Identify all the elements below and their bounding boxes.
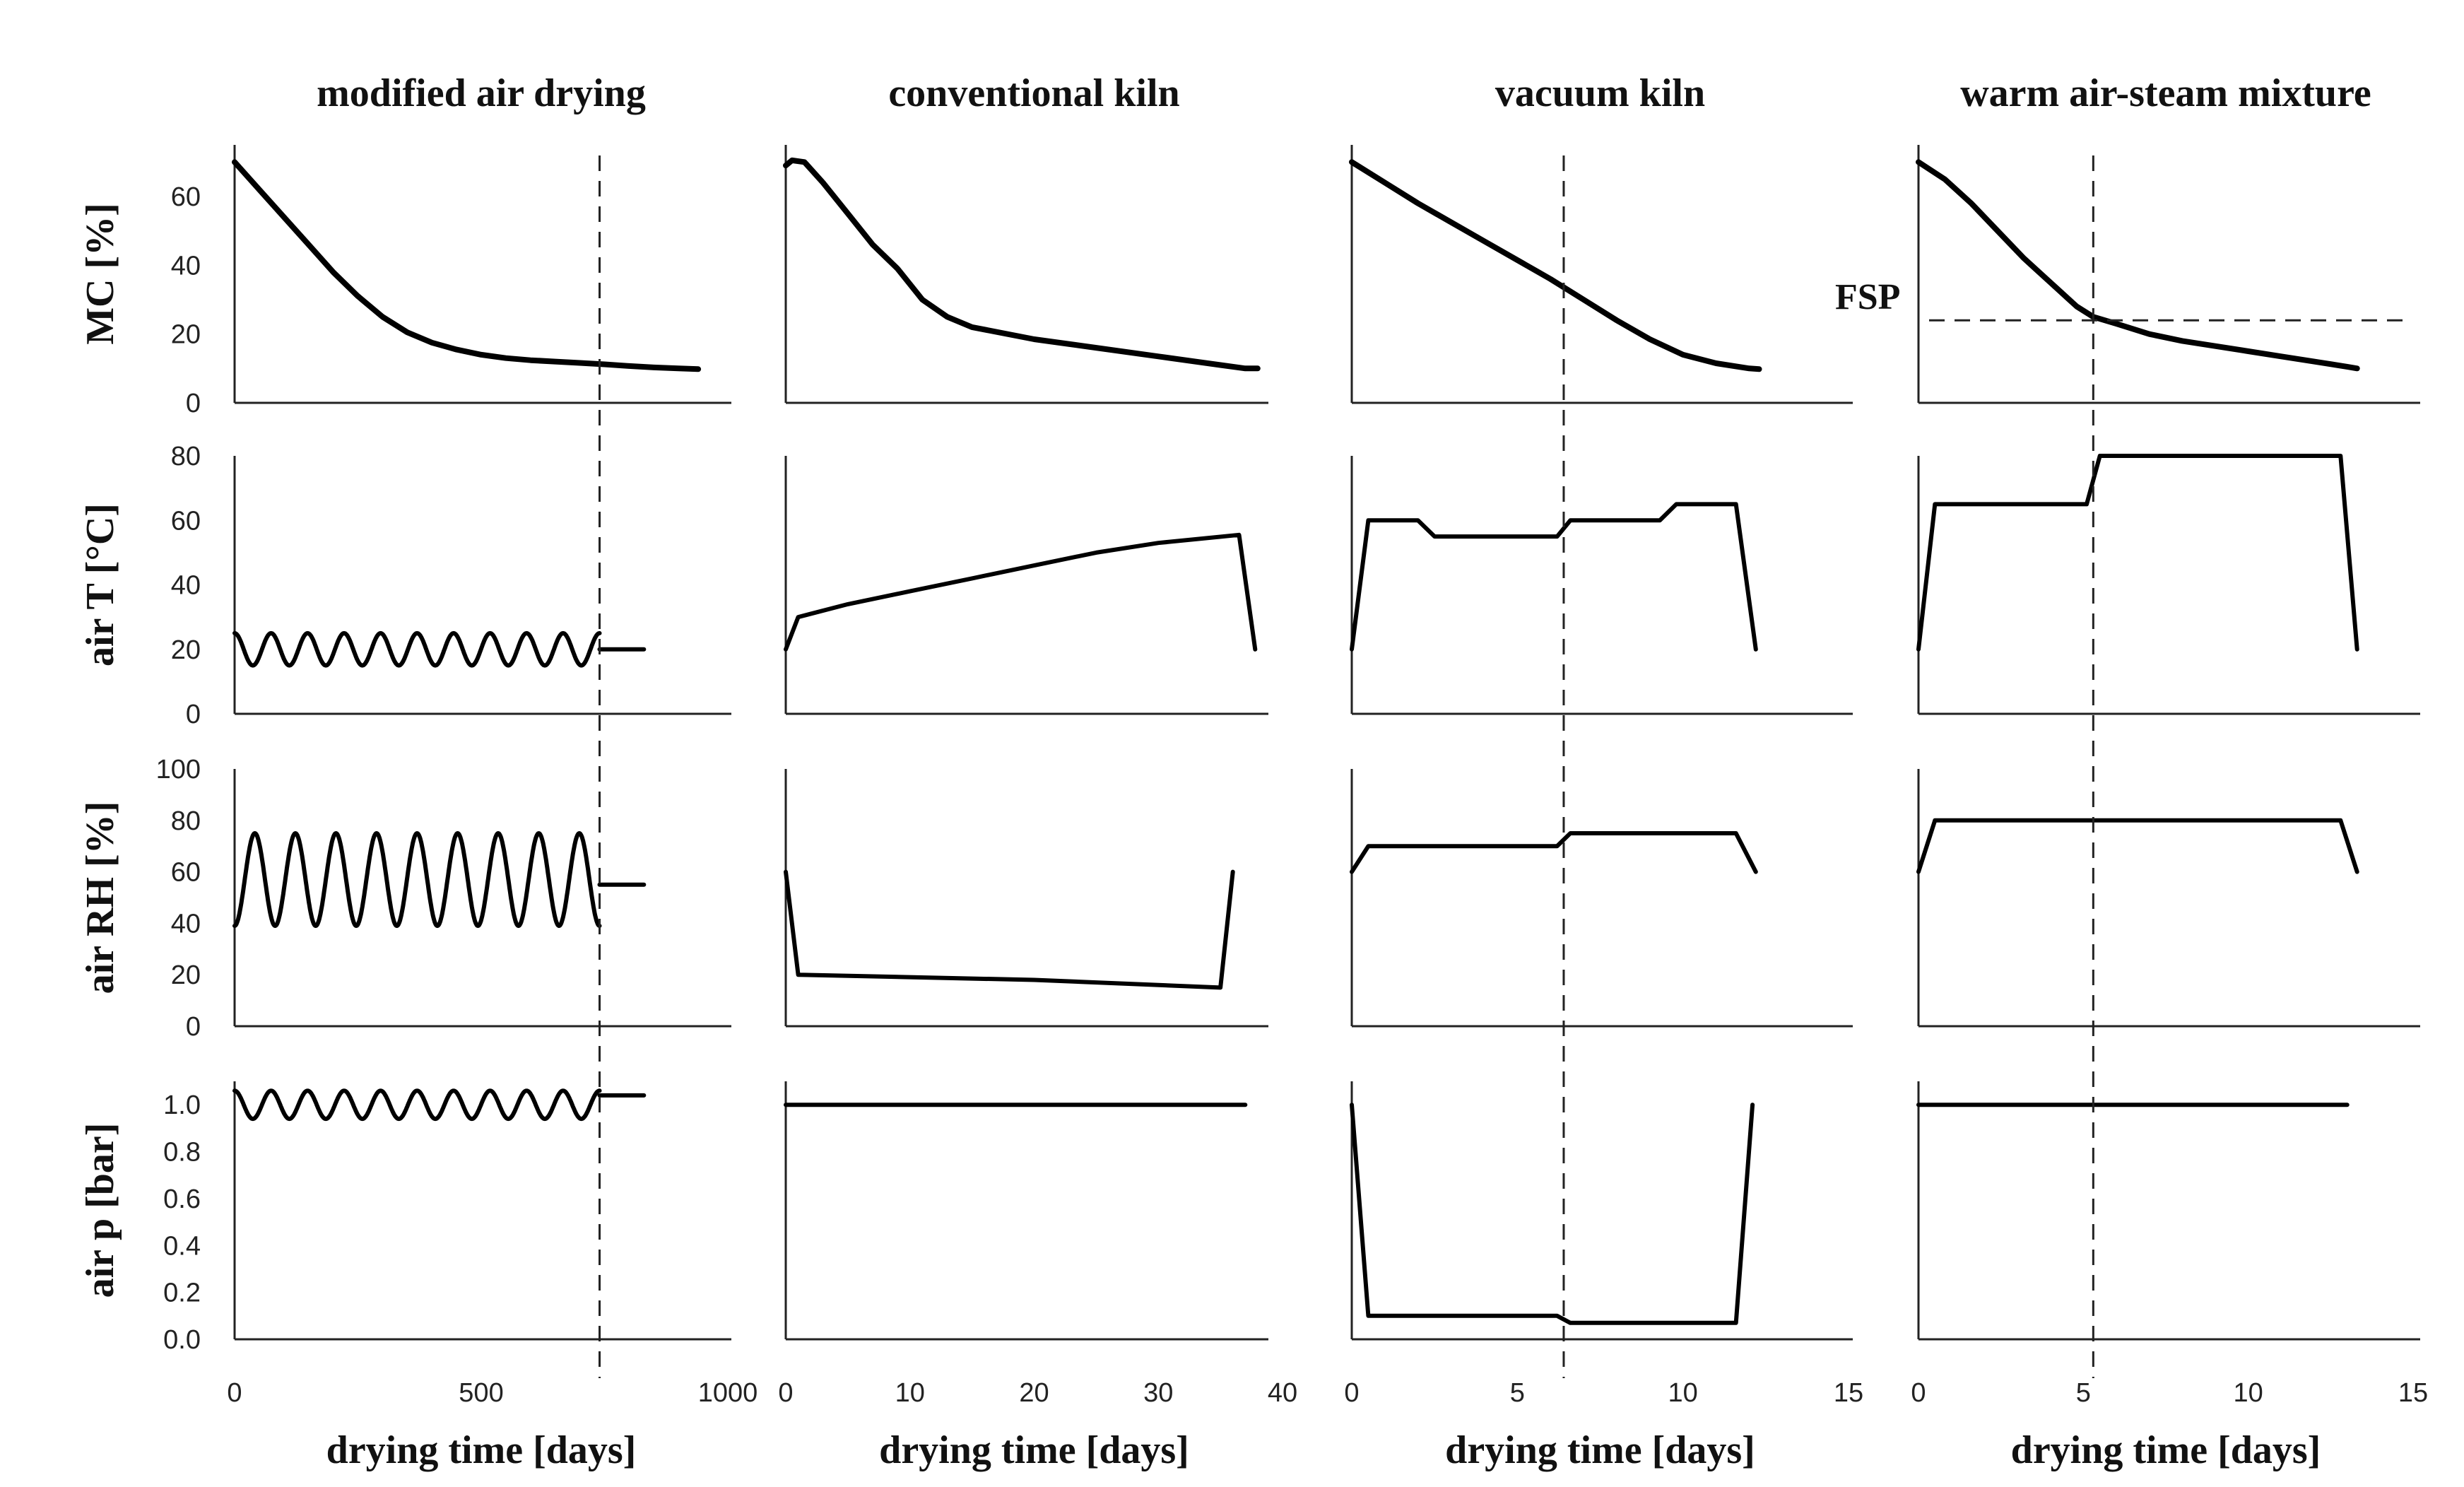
panel-p-2 <box>1350 1081 1853 1341</box>
series-line-rh <box>232 831 602 928</box>
series-line-rh <box>784 869 1235 990</box>
series-line-temp <box>1916 454 2359 652</box>
y-tick-label: 0 <box>186 1012 201 1042</box>
panel-temp-2 <box>1350 456 1853 715</box>
fsp-label: FSP <box>1835 277 1900 317</box>
x-tick-label: 0 <box>778 1378 793 1408</box>
y-tick-label: 20 <box>171 635 201 665</box>
x-tick-label: 500 <box>459 1378 503 1408</box>
x-tick-label: 0 <box>1911 1378 1926 1408</box>
panel-mc-3: FSP <box>1835 145 2420 404</box>
y-tick-label: 0 <box>186 389 201 418</box>
x-tick-label: 15 <box>1834 1378 1863 1408</box>
x-tick-label: 5 <box>1510 1378 1525 1408</box>
panel-rh-1 <box>784 769 1268 1028</box>
y-tick-label: 60 <box>171 182 201 212</box>
y-tick-label: 40 <box>171 909 201 939</box>
series-line-p <box>232 1088 602 1122</box>
x-tick-label: 5 <box>2076 1378 2091 1408</box>
x-tick-label: 15 <box>2398 1378 2428 1408</box>
panel-mc-0: 0 20 40 60 <box>171 145 731 418</box>
column-title: conventional kiln <box>888 71 1179 115</box>
row-ylabel: air RH [%] <box>78 801 122 994</box>
x-tick-label: 10 <box>895 1378 925 1408</box>
x-tick-label: 30 <box>1143 1378 1173 1408</box>
row-labels: MC [%] air T [°C] air RH [%] air p [bar] <box>78 203 122 1298</box>
series-line-mc <box>232 159 702 372</box>
column-title: warm air-steam mixture <box>1960 71 2371 115</box>
x-axis-label: drying time [days] <box>2011 1428 2321 1472</box>
y-tick-label: 0.2 <box>163 1279 201 1308</box>
series-line-rh <box>1350 831 1758 874</box>
reference-lines <box>599 155 2094 1378</box>
y-tick-label: 0.6 <box>163 1185 201 1214</box>
x-tick-label: 1000 <box>698 1378 758 1408</box>
series-line-rh <box>1916 818 2359 874</box>
y-tick-label: 0.0 <box>163 1325 201 1355</box>
x-tick-label: 10 <box>1668 1378 1698 1408</box>
y-tick-label: 0.8 <box>163 1138 201 1168</box>
panel-p-1 <box>784 1081 1268 1341</box>
x-tick-label: 0 <box>1344 1378 1359 1408</box>
panel-temp-1 <box>784 456 1268 715</box>
y-tick-label: 0.4 <box>163 1231 201 1261</box>
panel-mc-1 <box>783 145 1268 404</box>
y-tick-label: 80 <box>171 806 201 836</box>
y-tick-label: 20 <box>171 320 201 350</box>
y-tick-label: 0 <box>186 700 201 729</box>
x-tick-label: 0 <box>227 1378 242 1408</box>
column-title: modified air drying <box>317 71 646 115</box>
y-tick-label: 20 <box>171 960 201 990</box>
x-tick-label: 10 <box>2234 1378 2263 1408</box>
panel-mc-2 <box>1349 145 1853 404</box>
row-ylabel: MC [%] <box>78 203 122 345</box>
y-tick-label: 40 <box>171 251 201 281</box>
panel-rh-2 <box>1350 769 1853 1028</box>
series-line-temp <box>232 630 602 668</box>
panel-p-0: 0.0 0.2 0.4 0.6 0.8 1.0 <box>163 1081 731 1355</box>
panel-rh-3 <box>1916 769 2420 1028</box>
column-title: vacuum kiln <box>1495 71 1705 115</box>
series-line-mc <box>1349 159 1762 372</box>
y-tick-label: 1.0 <box>163 1091 201 1120</box>
y-tick-label: 100 <box>156 755 201 784</box>
series-line-temp <box>1350 502 1758 652</box>
series-line-p <box>1350 1103 1755 1325</box>
panel-temp-3 <box>1916 454 2420 715</box>
row-ylabel: air T [°C] <box>78 503 122 666</box>
series-line-temp <box>784 532 1258 652</box>
y-tick-label: 80 <box>171 442 201 471</box>
chart-panels: 0 20 40 60 FSP 0 20 40 60 80 0 20 40 60 80 100 0.0 0.2 0.4… <box>156 145 2420 1355</box>
row-ylabel: air p [bar] <box>78 1123 122 1298</box>
y-tick-label: 60 <box>171 858 201 888</box>
column-titles: modified air drying conventional kiln vacu… <box>317 71 2371 115</box>
y-tick-label: 60 <box>171 506 201 536</box>
panel-rh-0: 0 20 40 60 80 100 <box>156 755 731 1042</box>
x-axis-label: drying time [days] <box>879 1428 1189 1472</box>
y-tick-label: 40 <box>171 571 201 601</box>
x-tick-label: 20 <box>1019 1378 1049 1408</box>
series-line-mc <box>1916 159 2360 372</box>
panel-p-3 <box>1916 1081 2420 1341</box>
x-axis-label: drying time [days] <box>1445 1428 1755 1472</box>
panel-temp-0: 0 20 40 60 80 <box>171 442 731 729</box>
x-tick-label: 40 <box>1268 1378 1297 1408</box>
series-line-mc <box>783 157 1261 372</box>
x-axis-label: drying time [days] <box>326 1428 637 1472</box>
